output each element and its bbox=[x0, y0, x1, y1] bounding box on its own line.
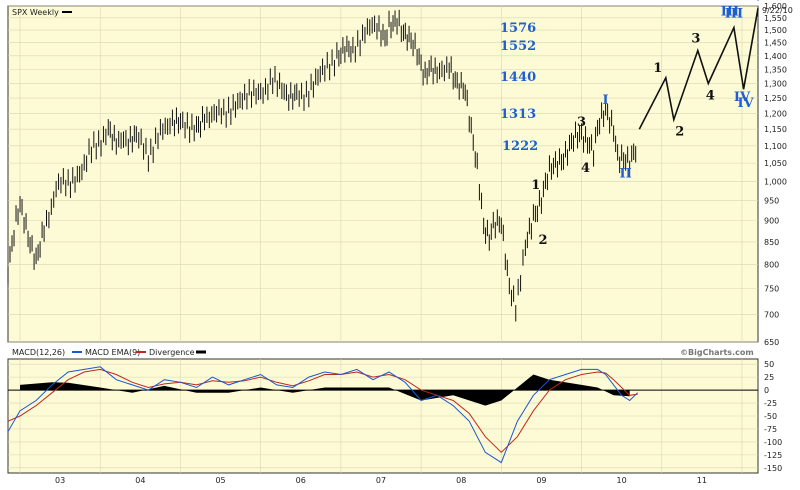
macd-y-tick-label: 25 bbox=[764, 373, 774, 382]
wave-annotations: III1234IIIIVV1234IIIIVV bbox=[531, 0, 764, 248]
price-y-tick-label: 700 bbox=[764, 310, 779, 319]
macd-y-ticks: 50 25 0 -25 -50 -75 -100 -125 -150 bbox=[764, 360, 782, 473]
x-axis-ticks: 03 04 05 06 07 08 09 10 11 bbox=[55, 476, 707, 485]
wave-label: 2 bbox=[539, 233, 548, 248]
price-y-tick-label: 950 bbox=[764, 196, 779, 205]
price-gridlines bbox=[8, 5, 758, 343]
price-y-tick-label: 650 bbox=[764, 338, 779, 347]
price-y-tick-label: 1,300 bbox=[764, 79, 787, 88]
wave-label: 4 bbox=[581, 161, 590, 176]
x-tick-label: 05 bbox=[215, 476, 225, 485]
macd-y-tick-label: -150 bbox=[764, 464, 782, 473]
x-tick-label: 04 bbox=[135, 476, 145, 485]
macd-y-tick-label: -75 bbox=[764, 425, 777, 434]
x-tick-label: 08 bbox=[456, 476, 466, 485]
target-1576: 1576 bbox=[500, 21, 536, 36]
price-y-tick-label: 850 bbox=[764, 238, 779, 247]
wave-label: V bbox=[752, 0, 764, 3]
legend-ema: MACD EMA(9) bbox=[85, 348, 140, 357]
projection-wave-label: 2 bbox=[675, 125, 684, 140]
price-y-tick-label: 900 bbox=[764, 217, 779, 226]
price-y-tick-label: 1,450 bbox=[764, 39, 787, 48]
wave-label: 3 bbox=[577, 115, 586, 130]
x-tick-label: 11 bbox=[697, 476, 707, 485]
wave-label: III bbox=[721, 4, 739, 19]
x-tick-label: 10 bbox=[617, 476, 627, 485]
source-credit: ©BigCharts.com bbox=[680, 348, 754, 357]
macd-y-tick-label: -100 bbox=[764, 438, 782, 447]
target-1440: 1440 bbox=[500, 70, 536, 85]
x-tick-label: 03 bbox=[55, 476, 65, 485]
price-y-tick-label: 1,150 bbox=[764, 125, 787, 134]
wave-label: IV bbox=[734, 90, 751, 105]
price-y-tick-label: 1,250 bbox=[764, 94, 787, 103]
projection-wave-label: IV bbox=[737, 96, 754, 111]
target-1222: 1222 bbox=[502, 139, 538, 154]
macd-y-tick-label: 0 bbox=[764, 386, 769, 395]
chart-date: 9/22/10 bbox=[762, 6, 793, 15]
macd-y-tick-label: 50 bbox=[764, 360, 774, 369]
projection-wave-label: 3 bbox=[691, 32, 700, 47]
wave-label: I bbox=[603, 93, 609, 108]
price-y-tick-label: 750 bbox=[764, 285, 779, 294]
projection-wave-label: III bbox=[725, 7, 743, 22]
price-y-tick-label: 1,600 bbox=[764, 2, 787, 11]
x-tick-label: 09 bbox=[536, 476, 546, 485]
price-y-tick-label: 1,550 bbox=[764, 14, 787, 23]
target-1552: 1552 bbox=[500, 39, 536, 54]
macd-y-tick-label: -50 bbox=[764, 412, 777, 421]
price-y-tick-label: 800 bbox=[764, 261, 779, 270]
projection-wave-label: 4 bbox=[706, 88, 715, 103]
chart-title: SPX Weekly bbox=[12, 8, 59, 17]
price-y-tick-label: 1,050 bbox=[764, 159, 787, 168]
macd-line bbox=[7, 366, 639, 464]
macd-y-tick-label: -125 bbox=[764, 451, 782, 460]
price-bars bbox=[7, 9, 637, 322]
x-tick-label: 07 bbox=[376, 476, 386, 485]
projection-wave-label: V bbox=[752, 0, 764, 4]
projection-wave-label: 1 bbox=[653, 61, 662, 76]
target-1313: 1313 bbox=[500, 107, 536, 122]
x-tick-label: 06 bbox=[296, 476, 306, 485]
legend-macd: MACD(12,26) bbox=[12, 348, 65, 357]
price-y-tick-label: 1,350 bbox=[764, 65, 787, 74]
projection-line bbox=[638, 8, 759, 130]
wave-label: II bbox=[620, 167, 632, 182]
price-y-ticks: 1,600 1,550 1,500 1,450 1,400 1,350 1,300 1,250… bbox=[764, 2, 787, 347]
price-y-tick-label: 1,100 bbox=[764, 142, 787, 151]
wave-label: 1 bbox=[531, 178, 540, 193]
price-panel bbox=[7, 5, 759, 343]
macd-y-tick-label: -25 bbox=[764, 399, 777, 408]
price-y-tick-label: 1,500 bbox=[764, 26, 787, 35]
price-y-tick-label: 1,400 bbox=[764, 52, 787, 61]
legend-divergence: Divergence bbox=[149, 348, 195, 357]
price-y-tick-label: 1,000 bbox=[764, 177, 787, 186]
price-y-tick-label: 1,200 bbox=[764, 109, 787, 118]
